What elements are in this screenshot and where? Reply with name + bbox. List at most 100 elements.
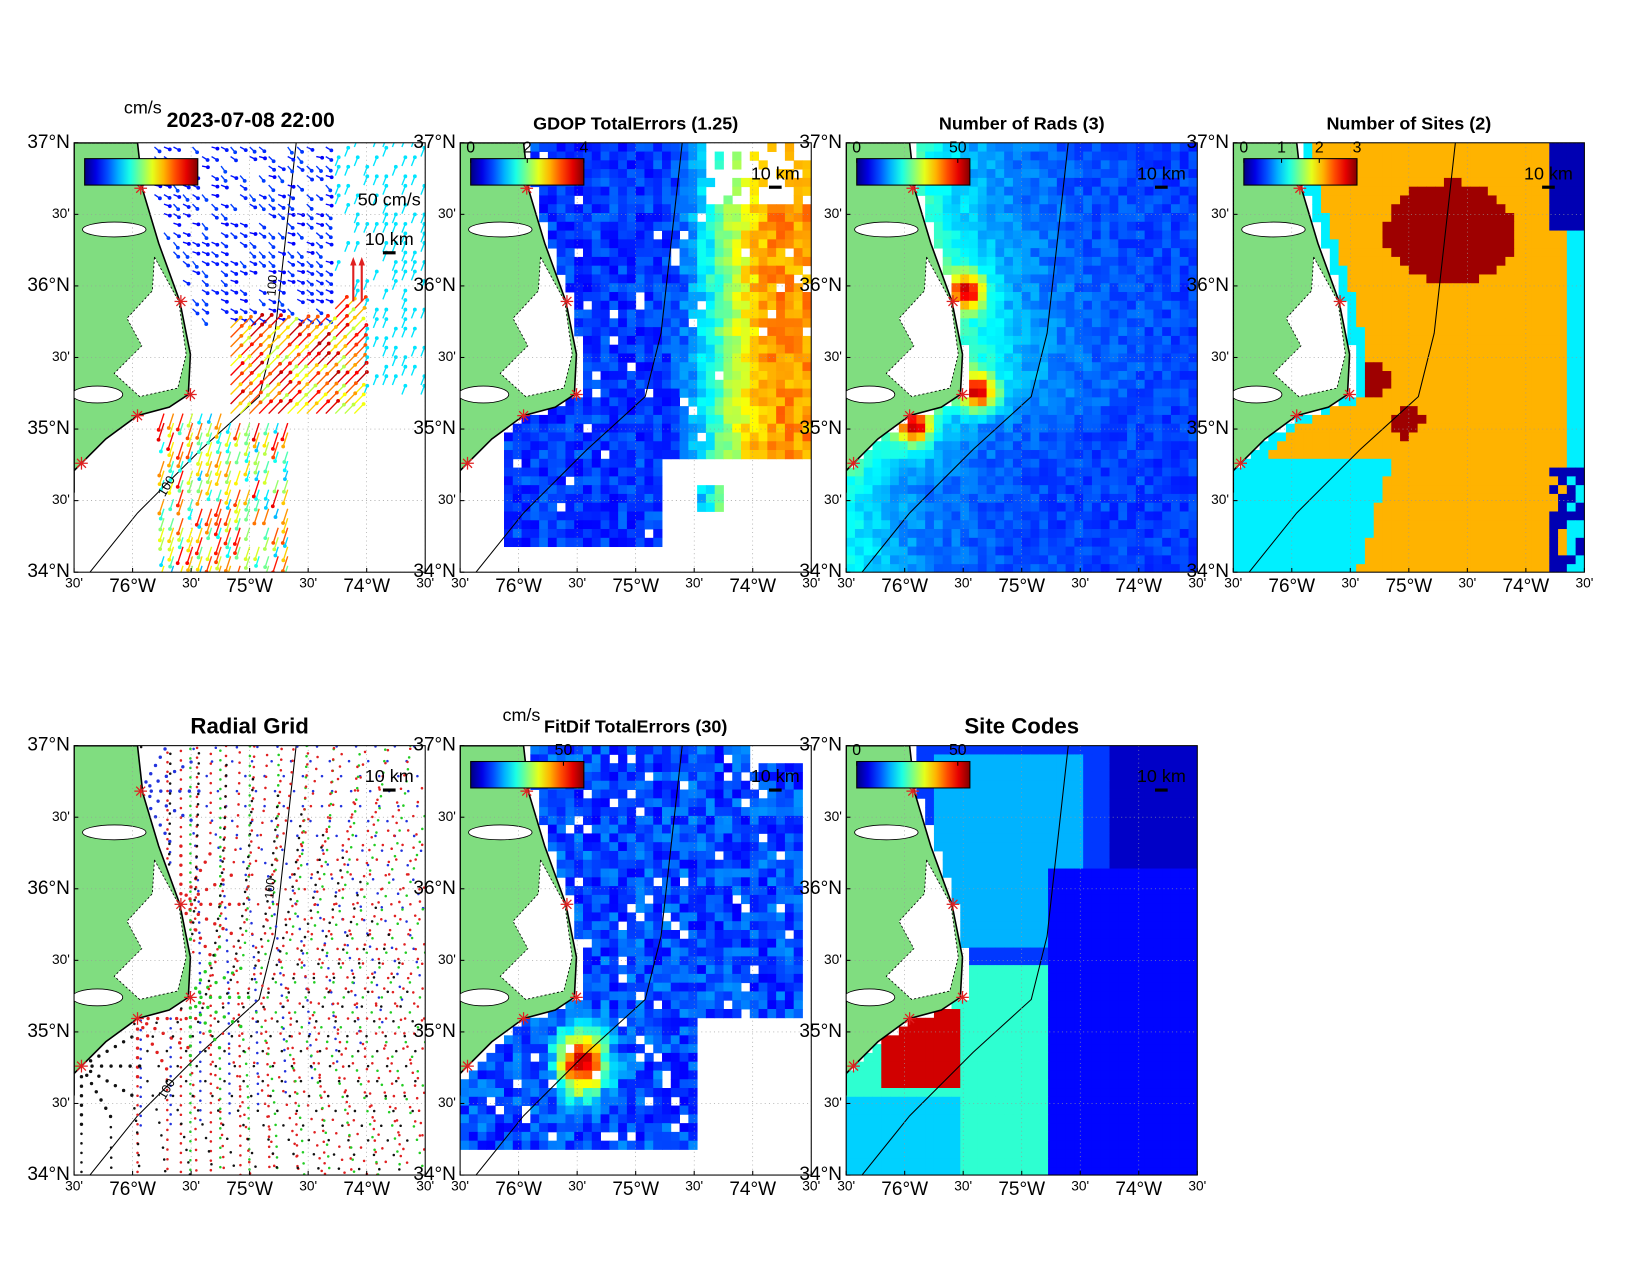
data-cell [574,274,584,284]
data-cell [583,467,593,477]
data-cell [802,371,812,381]
data-cell [995,485,1005,495]
data-cell [618,213,628,223]
data-cell [1021,450,1031,460]
data-cell [1514,213,1524,223]
vector-head [288,398,293,403]
data-cell [1127,318,1137,328]
vector-head [393,164,398,169]
vector-head [319,177,324,182]
data-cell [530,441,540,451]
data-cell [960,441,970,451]
vector-head [196,555,201,560]
current-vector [234,422,241,439]
vector-head [243,452,248,457]
data-cell [1575,300,1585,310]
vector-head [310,148,315,152]
vector-head [272,279,277,284]
current-vector [187,527,194,541]
data-cell [1135,371,1146,381]
data-cell [1004,300,1014,310]
data-cell [977,239,988,249]
data-cell [600,529,610,539]
vector-head [365,326,370,331]
vector-head [315,325,319,329]
data-cell [1443,265,1454,275]
data-cell [679,265,689,275]
data-cell [1083,529,1093,539]
data-cell [626,309,637,319]
data-cell [1514,186,1524,196]
data-cell [705,379,716,390]
data-cell [583,283,593,293]
data-cell [1443,274,1454,284]
vector-head [393,326,398,331]
data-cell [662,406,672,416]
data-cell [776,274,786,284]
legend-arrow-head [358,257,365,266]
data-cell [714,256,724,267]
data-cell [662,160,672,170]
vector-head [224,273,229,278]
vector-head [422,231,426,236]
data-cell [688,441,698,451]
data-cell [854,502,865,512]
vector-head [261,178,266,183]
data-cell [1039,283,1049,293]
data-cell [1426,230,1436,240]
data-cell [1074,283,1084,293]
data-cell [609,388,619,398]
data-cell [758,274,768,284]
data-cell [591,248,601,258]
data-cell [776,379,786,390]
data-cell [1391,204,1401,214]
data-cell [1118,379,1128,390]
vector-head [247,325,252,330]
data-cell [1004,476,1014,486]
data-cell [600,309,610,319]
current-vector [186,422,194,439]
y-tick-label: 30' [438,349,456,364]
data-cell [969,256,979,267]
data-cell [1531,230,1541,240]
vector-head [309,282,314,287]
data-cell [960,274,970,284]
data-cell [635,432,645,442]
vector-head [166,236,171,241]
vector-head [224,252,229,257]
data-cell [1426,292,1436,302]
data-cell [1373,169,1383,179]
vector-head [365,345,370,350]
vector-head [234,290,239,295]
data-cell [1162,177,1172,188]
data-cell [1391,177,1401,188]
vector-head [214,434,219,439]
vector-head [393,374,398,379]
data-cell [1153,362,1163,372]
data-cell [1048,458,1058,469]
data-cell [1549,213,1559,223]
data-cell [1065,485,1075,495]
vector-head [213,551,218,556]
vector-head [258,400,263,405]
data-cell [609,213,619,223]
data-cell [863,537,873,548]
data-cell [784,450,795,460]
data-cell [802,406,812,416]
vector-head [271,455,276,460]
data-cell [749,318,760,328]
data-cell [565,450,575,460]
data-cell [1373,213,1383,223]
data-cell [1100,248,1110,258]
data-cell [1083,186,1093,196]
data-cell [591,344,601,354]
data-cell [732,177,742,188]
data-cell [986,186,996,196]
data-cell [1470,142,1480,152]
data-cell [512,493,522,504]
data-cell [688,388,698,398]
colorbar-tick-label: 0 [466,139,475,156]
current-vector [315,352,330,367]
data-cell [1100,555,1110,565]
data-cell [969,467,979,477]
